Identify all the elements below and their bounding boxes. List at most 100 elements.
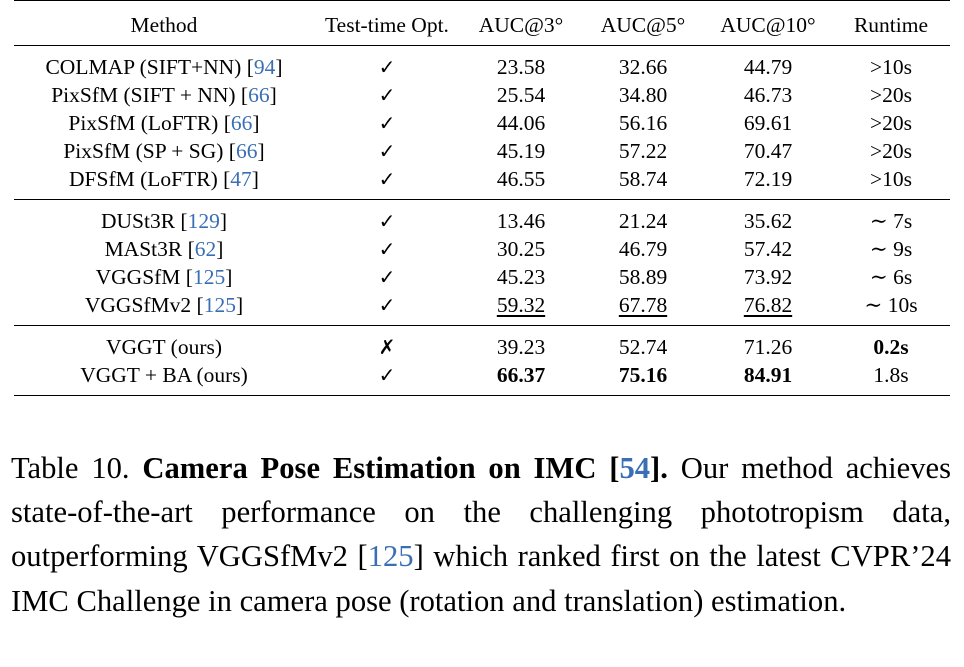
method-name: DFSfM (LoFTR) [: [69, 167, 231, 191]
auc3-value: 23.58: [496, 55, 546, 79]
auc5-value: 52.74: [582, 325, 704, 361]
auc3-value: 45.19: [496, 139, 546, 163]
citation-link[interactable]: 125: [367, 539, 414, 574]
table-row: VGGT + BA (ours) ✓ 66.37 75.16 84.91 1.8…: [14, 361, 950, 396]
auc10-value: 44.79: [743, 55, 793, 79]
auc10-value: 71.26: [704, 325, 832, 361]
auc10-value: 72.19: [743, 167, 793, 191]
auc5-value: 21.24: [582, 199, 704, 235]
method-name: PixSfM (LoFTR) [: [68, 111, 231, 135]
header-runtime: Runtime: [832, 0, 950, 46]
method-name: VGGT + BA (ours): [80, 363, 248, 387]
citation-bracket: ]: [219, 209, 228, 233]
method-name: PixSfM (SIFT + NN) [: [51, 83, 249, 107]
citation-link[interactable]: 125: [192, 265, 226, 289]
header-row: Method Test-time Opt. AUC@3° AUC@5° AUC@…: [14, 0, 950, 46]
caption-body-end: ] which ranked first on the latest CVPR’…: [11, 539, 952, 618]
runtime-value: >20s: [870, 83, 912, 107]
caption-label: Table 10.: [11, 451, 130, 485]
auc10-value: 69.61: [743, 111, 793, 135]
auc5-value: 34.80: [618, 83, 668, 107]
runtime-value: ∼ 9s: [869, 237, 913, 261]
citation-link[interactable]: 129: [187, 209, 220, 233]
citation-link[interactable]: 94: [253, 55, 276, 79]
caption-title-end: ].: [650, 451, 668, 485]
table-row: DUSt3R [129] ✓ 13.46 21.24 35.62 ∼ 7s: [14, 199, 950, 235]
citation-link[interactable]: 62: [194, 237, 217, 261]
table-row: DFSfM (LoFTR) [47] ✓ 46.55 58.74 72.19 >…: [14, 165, 950, 200]
checkmark-icon: ✓: [378, 363, 396, 387]
method-cell: COLMAP (SIFT+NN) [94]: [14, 46, 314, 82]
citation-bracket: ]: [257, 139, 265, 163]
caption-title-text: Camera Pose Estimation on IMC [: [142, 451, 620, 485]
auc3-value: 59.32: [496, 293, 546, 317]
citation-link[interactable]: 66: [230, 111, 253, 135]
results-table-container: Method Test-time Opt. AUC@3° AUC@5° AUC@…: [14, 0, 950, 396]
checkmark-icon: ✓: [378, 83, 396, 107]
citation-bracket: ]: [251, 167, 259, 191]
method-cell: DFSfM (LoFTR) [47]: [14, 165, 314, 200]
method-cell: VGGT (ours): [14, 325, 314, 361]
method-name: VGGSfMv2 [: [84, 293, 204, 317]
table-row: COLMAP (SIFT+NN) [94] ✓ 23.58 32.66 44.7…: [14, 46, 950, 82]
results-table: Method Test-time Opt. AUC@3° AUC@5° AUC@…: [14, 0, 950, 396]
citation-bracket: ]: [216, 237, 224, 261]
citation-bracket: ]: [225, 265, 233, 289]
header-test-time-opt: Test-time Opt.: [314, 0, 460, 46]
auc3-value: 39.23: [460, 325, 582, 361]
auc10-value: 57.42: [743, 237, 793, 261]
auc3-value: 45.23: [496, 265, 546, 289]
checkmark-icon: ✓: [378, 55, 396, 79]
runtime-value: 0.2s: [832, 325, 950, 361]
method-cell: VGGSfM [125]: [14, 263, 314, 291]
auc5-value: 56.16: [618, 111, 668, 135]
auc10-value: 46.73: [743, 83, 793, 107]
runtime-value: ∼ 7s: [832, 199, 950, 235]
citation-bracket: ]: [252, 111, 260, 135]
checkmark-icon: ✓: [378, 265, 396, 289]
checkmark-icon: ✓: [378, 293, 396, 317]
method-name: VGGSfM [: [95, 265, 193, 289]
method-name: MASt3R [: [104, 237, 195, 261]
header-method: Method: [14, 0, 314, 46]
table-row: MASt3R [62] ✓ 30.25 46.79 57.42 ∼ 9s: [14, 235, 950, 263]
citation-link[interactable]: 47: [230, 167, 252, 191]
checkmark-icon: ✓: [378, 209, 396, 233]
table-row: PixSfM (SIFT + NN) [66] ✓ 25.54 34.80 46…: [14, 81, 950, 109]
table-row: VGGSfM [125] ✓ 45.23 58.89 73.92 ∼ 6s: [14, 263, 950, 291]
auc5-value: 58.89: [618, 265, 668, 289]
table-caption: Table 10. Camera Pose Estimation on IMC …: [11, 446, 951, 623]
method-cell: PixSfM (LoFTR) [66]: [14, 109, 314, 137]
citation-link[interactable]: 66: [235, 139, 258, 163]
method-name: PixSfM (SP + SG) [: [63, 139, 236, 163]
citation-link[interactable]: 66: [248, 83, 270, 107]
checkmark-icon: ✓: [378, 111, 396, 135]
checkmark-icon: ✓: [378, 167, 396, 191]
table-row: PixSfM (LoFTR) [66] ✓ 44.06 56.16 69.61 …: [14, 109, 950, 137]
auc10-value: 84.91: [704, 361, 832, 396]
auc5-value: 46.79: [618, 237, 668, 261]
method-cell: VGGT + BA (ours): [14, 361, 314, 396]
auc3-value: 25.54: [496, 83, 546, 107]
method-name: COLMAP (SIFT+NN) [: [45, 55, 254, 79]
auc3-value: 13.46: [460, 199, 582, 235]
auc5-value: 32.66: [618, 55, 668, 79]
runtime-value: >20s: [870, 111, 912, 135]
header-auc10: AUC@10°: [704, 0, 832, 46]
runtime-value: >10s: [870, 55, 912, 79]
citation-link[interactable]: 125: [203, 293, 236, 317]
citation-bracket: ]: [269, 83, 277, 107]
auc3-value: 66.37: [460, 361, 582, 396]
auc3-value: 44.06: [496, 111, 546, 135]
table-row: PixSfM (SP + SG) [66] ✓ 45.19 57.22 70.4…: [14, 137, 950, 165]
runtime-value: ∼ 6s: [869, 265, 913, 289]
runtime-value: 1.8s: [832, 361, 950, 396]
checkmark-icon: ✓: [378, 139, 396, 163]
auc5-value: 75.16: [582, 361, 704, 396]
citation-bracket: ]: [275, 55, 283, 79]
citation-link[interactable]: 54: [619, 451, 651, 485]
auc10-value: 76.82: [743, 293, 793, 317]
cross-icon: ✗: [378, 335, 396, 359]
caption-body: Our method achieves state-of-the-art per…: [11, 451, 951, 618]
method-cell: DUSt3R [129]: [14, 199, 314, 235]
